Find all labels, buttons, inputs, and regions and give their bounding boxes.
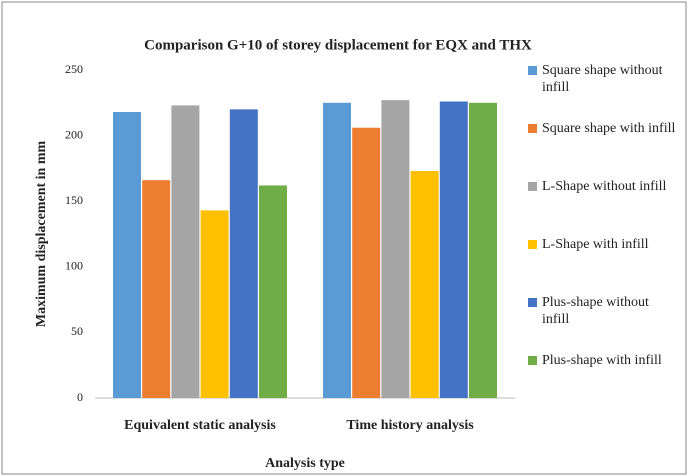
legend-label: L-Shape without infill	[542, 179, 667, 194]
y-tick-label: 50	[71, 324, 83, 338]
bar	[469, 102, 497, 399]
y-tick-label: 250	[65, 62, 83, 76]
bar	[381, 100, 410, 399]
legend-swatch	[528, 124, 537, 133]
bar	[200, 210, 229, 398]
legend-label: Square shape with infill	[542, 121, 676, 136]
legend-swatch	[528, 356, 537, 365]
bar	[410, 171, 439, 398]
legend-item: L-Shape without infill	[528, 178, 678, 236]
x-tick-label: Equivalent static analysis	[124, 418, 276, 433]
legend-label: L-Shape with infill	[542, 237, 649, 252]
bar	[439, 101, 468, 398]
legend-swatch	[528, 298, 537, 307]
y-axis-title: Maximum displacement in mm	[34, 141, 49, 328]
y-tick-label: 100	[65, 259, 83, 273]
legend: Square shape without infill Square shape …	[528, 62, 678, 410]
x-tick-label: Time history analysis	[346, 418, 474, 433]
chart-title: Comparison G+10 of storey displacement f…	[144, 37, 532, 53]
legend-swatch	[528, 182, 537, 191]
legend-item: Square shape without infill	[528, 62, 678, 120]
bar	[352, 127, 381, 398]
y-tick-label: 0	[77, 390, 83, 404]
legend-label: Plus-shape without infill	[542, 295, 649, 327]
bar	[171, 105, 200, 398]
bar	[259, 185, 287, 398]
bar	[323, 102, 351, 399]
x-axis-title: Analysis type	[265, 456, 345, 471]
legend-item: Square shape with infill	[528, 120, 678, 178]
legend-swatch	[528, 66, 537, 75]
y-tick-label: 200	[65, 127, 83, 141]
legend-label: Square shape without infill	[542, 63, 663, 95]
legend-item: Plus-shape without infill	[528, 294, 678, 352]
legend-swatch	[528, 240, 537, 249]
y-tick-label: 150	[65, 193, 83, 207]
legend-item: L-Shape with infill	[528, 236, 678, 294]
bar	[142, 180, 171, 398]
bar	[229, 109, 258, 399]
legend-label: Plus-shape with infill	[542, 353, 662, 368]
bar	[113, 111, 141, 398]
legend-item: Plus-shape with infill	[528, 352, 678, 410]
